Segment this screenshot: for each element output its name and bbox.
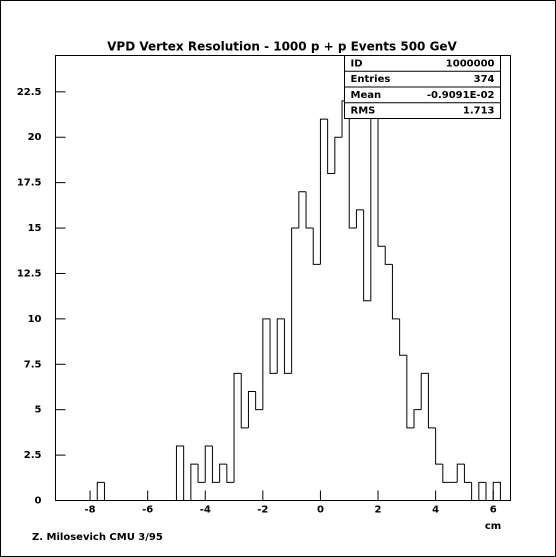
- x-tick-label: 0: [317, 505, 324, 516]
- histogram-bin: [478, 481, 487, 501]
- y-tick-label: 20: [28, 132, 42, 143]
- y-tick-label: 22.5: [17, 87, 42, 98]
- x-tick-label: 2: [375, 505, 382, 516]
- y-tick-label: 5: [35, 405, 42, 416]
- histogram-bin: [442, 464, 451, 483]
- stats-label: Entries: [351, 74, 391, 85]
- x-tick-label: -4: [200, 505, 211, 516]
- histogram-bin: [456, 463, 465, 483]
- histogram-bin: [226, 464, 235, 483]
- histogram-bin: [233, 372, 242, 483]
- histogram-bin: [348, 100, 357, 229]
- histogram-bin: [363, 209, 371, 302]
- x-tick-label: -2: [257, 505, 268, 516]
- plot-frame: [55, 55, 511, 501]
- x-tick-label: -8: [85, 505, 96, 516]
- y-tick-label: 15: [28, 223, 42, 234]
- histogram-bin: [283, 318, 292, 374]
- x-tick-label: 4: [432, 505, 439, 516]
- histogram-bin: [197, 464, 206, 483]
- histogram-bin: [377, 100, 386, 247]
- histogram-bin: [327, 119, 335, 175]
- histogram-bin: [413, 409, 422, 428]
- histogram-bin: [391, 264, 400, 320]
- histogram-bin: [334, 136, 343, 174]
- histogram-bin: [190, 463, 199, 501]
- histogram-bin: [211, 446, 220, 483]
- stats-label: RMS: [351, 106, 376, 117]
- footer: Z. Milosevich CMU 3/95: [32, 532, 163, 543]
- histogram-bin: [492, 481, 501, 501]
- y-tick-label: 7.5: [24, 359, 42, 370]
- stats-label: ID: [351, 58, 363, 69]
- histogram-bin: [355, 209, 364, 229]
- histogram-bin: [384, 246, 393, 265]
- histogram-bin: [319, 118, 328, 265]
- stats-value: -0.9091E-02: [427, 90, 495, 101]
- histogram-bin: [103, 482, 112, 501]
- x-tick-label: -6: [142, 505, 153, 516]
- histogram-bin: [255, 391, 263, 411]
- histogram-bin: [471, 482, 479, 501]
- x-axis-label: cm: [485, 521, 501, 532]
- chart-title: VPD Vertex Resolution - 1000 p + p Event…: [107, 40, 457, 54]
- histogram-bin: [463, 464, 472, 483]
- stats-value: 1.713: [463, 106, 495, 117]
- histogram-bin: [262, 318, 271, 410]
- stats-value: 374: [474, 74, 495, 85]
- y-tick-label: 12.5: [17, 268, 42, 279]
- histogram-bin: [305, 191, 314, 229]
- histogram-bin: [406, 355, 415, 429]
- histogram-bin: [276, 318, 285, 374]
- stats-value: 1000000: [446, 58, 495, 69]
- histogram-bin: [435, 427, 443, 465]
- histogram-bin: [291, 227, 299, 374]
- histogram-bin: [312, 228, 321, 265]
- histogram-bin: [175, 445, 184, 501]
- histogram-bin: [183, 446, 191, 501]
- histogram-bin: [298, 191, 307, 229]
- histogram-bin: [269, 318, 278, 374]
- histogram-bin: [247, 391, 256, 428]
- histogram-bin: [204, 445, 213, 483]
- y-tick-label: 0: [35, 496, 42, 507]
- histogram-bin: [399, 318, 407, 356]
- histogram-bin: [240, 373, 249, 429]
- y-tick-label: 17.5: [17, 178, 42, 189]
- stats-label: Mean: [351, 90, 382, 101]
- histogram-bin: [420, 372, 429, 410]
- histogram-bin: [485, 482, 494, 501]
- histogram-bin: [219, 463, 227, 483]
- y-tick-label: 10: [28, 314, 42, 325]
- y-tick-label: 2.5: [24, 450, 42, 461]
- histogram-bin: [96, 481, 105, 501]
- x-tick-label: 6: [490, 505, 497, 516]
- histogram-bin: [427, 373, 436, 429]
